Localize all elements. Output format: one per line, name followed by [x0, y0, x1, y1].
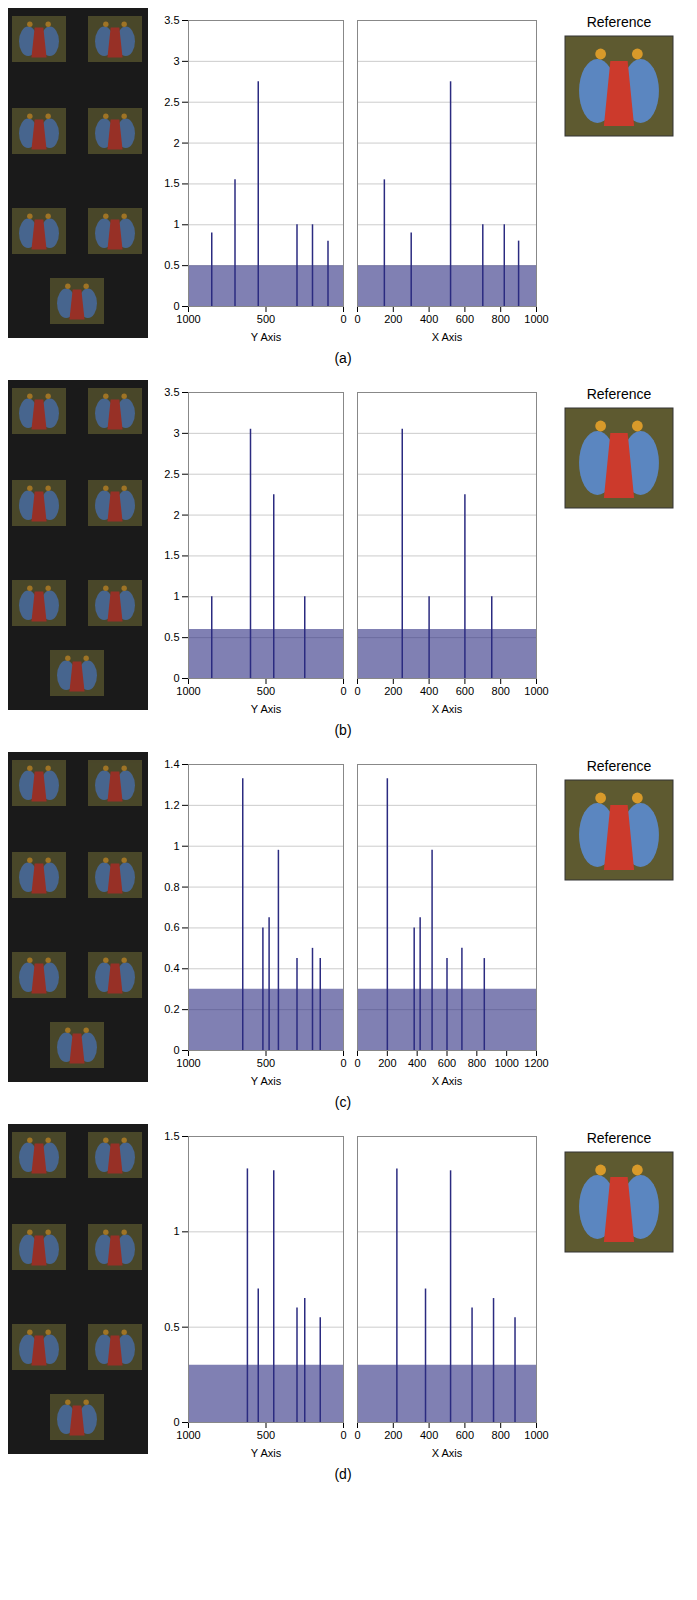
- svg-text:0.8: 0.8: [164, 881, 179, 893]
- html-text:(d): (d): [334, 1466, 352, 1482]
- svg-text:X Axis: X Axis: [432, 331, 463, 343]
- svg-text:1.5: 1.5: [164, 549, 179, 561]
- svg-text:Y Axis: Y Axis: [251, 1447, 282, 1459]
- svg-text:500: 500: [257, 313, 275, 325]
- svg-text:800: 800: [492, 685, 510, 697]
- svg-text:1200: 1200: [524, 1057, 548, 1069]
- svg-text:Y Axis: Y Axis: [251, 331, 282, 343]
- svg-text:3.5: 3.5: [164, 14, 179, 26]
- svg-text:0: 0: [173, 672, 179, 684]
- svg-text:1000: 1000: [524, 313, 548, 325]
- svg-text:0: 0: [354, 1429, 360, 1441]
- svg-text:1.5: 1.5: [164, 177, 179, 189]
- svg-text:0: 0: [173, 1044, 179, 1056]
- svg-text:0.4: 0.4: [164, 962, 179, 974]
- svg-text:0: 0: [173, 300, 179, 312]
- svg-text:400: 400: [408, 1057, 426, 1069]
- svg-text:600: 600: [456, 685, 474, 697]
- svg-text:1: 1: [173, 218, 179, 230]
- svg-text:600: 600: [456, 313, 474, 325]
- svg-text:200: 200: [384, 685, 402, 697]
- svg-text:400: 400: [420, 1429, 438, 1441]
- svg-text:0: 0: [340, 1057, 346, 1069]
- svg-text:0.6: 0.6: [164, 921, 179, 933]
- html-text:(c): (c): [334, 1094, 352, 1110]
- svg-text:1000: 1000: [524, 685, 548, 697]
- svg-text:1000: 1000: [494, 1057, 518, 1069]
- svg-text:0.5: 0.5: [164, 259, 179, 271]
- svg-text:400: 400: [420, 685, 438, 697]
- svg-text:X Axis: X Axis: [432, 1447, 463, 1459]
- svg-text:3: 3: [173, 427, 179, 439]
- svg-text:Y Axis: Y Axis: [251, 1075, 282, 1087]
- svg-text:1: 1: [173, 840, 179, 852]
- svg-text:0: 0: [354, 1057, 360, 1069]
- svg-text:500: 500: [257, 1057, 275, 1069]
- html-text:(a): (a): [334, 350, 352, 366]
- svg-text:800: 800: [468, 1057, 486, 1069]
- html-text:Reference: Reference: [586, 1130, 652, 1146]
- svg-text:0: 0: [354, 685, 360, 697]
- svg-text:0.5: 0.5: [164, 631, 179, 643]
- svg-text:500: 500: [257, 1429, 275, 1441]
- svg-text:2: 2: [173, 137, 179, 149]
- svg-text:X Axis: X Axis: [432, 1075, 463, 1087]
- svg-text:1.2: 1.2: [164, 799, 179, 811]
- svg-text:2.5: 2.5: [164, 96, 179, 108]
- html-text:Reference: Reference: [586, 386, 652, 402]
- svg-text:2.5: 2.5: [164, 468, 179, 480]
- svg-text:400: 400: [420, 313, 438, 325]
- svg-text:1.4: 1.4: [164, 758, 179, 770]
- svg-text:1: 1: [173, 1225, 179, 1237]
- svg-text:600: 600: [456, 1429, 474, 1441]
- svg-text:1: 1: [173, 590, 179, 602]
- svg-text:0: 0: [340, 1429, 346, 1441]
- svg-text:200: 200: [378, 1057, 396, 1069]
- html-text:Reference: Reference: [586, 758, 652, 774]
- svg-text:1000: 1000: [176, 685, 200, 697]
- svg-text:600: 600: [438, 1057, 456, 1069]
- svg-text:3: 3: [173, 55, 179, 67]
- html-text:(b): (b): [334, 722, 352, 738]
- svg-text:0: 0: [173, 1416, 179, 1428]
- svg-text:1000: 1000: [176, 1429, 200, 1441]
- svg-text:X Axis: X Axis: [432, 703, 463, 715]
- svg-text:0: 0: [340, 313, 346, 325]
- svg-text:800: 800: [492, 1429, 510, 1441]
- svg-text:500: 500: [257, 685, 275, 697]
- svg-text:200: 200: [384, 1429, 402, 1441]
- svg-text:1000: 1000: [176, 1057, 200, 1069]
- svg-text:Y Axis: Y Axis: [251, 703, 282, 715]
- svg-text:0.2: 0.2: [164, 1003, 179, 1015]
- svg-text:800: 800: [492, 313, 510, 325]
- svg-text:3.5: 3.5: [164, 386, 179, 398]
- svg-text:1.5: 1.5: [164, 1130, 179, 1142]
- svg-text:1000: 1000: [524, 1429, 548, 1441]
- svg-text:200: 200: [384, 313, 402, 325]
- svg-text:2: 2: [173, 509, 179, 521]
- html-text:Reference: Reference: [586, 14, 652, 30]
- svg-text:1000: 1000: [176, 313, 200, 325]
- svg-text:0: 0: [340, 685, 346, 697]
- svg-text:0: 0: [354, 313, 360, 325]
- svg-text:0.5: 0.5: [164, 1321, 179, 1333]
